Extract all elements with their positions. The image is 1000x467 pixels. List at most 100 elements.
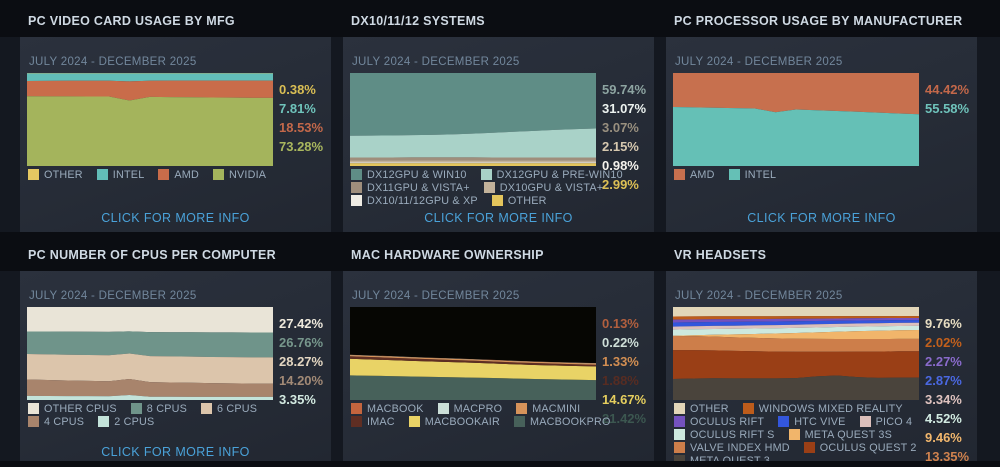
legend-swatch (674, 169, 685, 180)
value-label-column: 0.38% 7.81% 18.53% 73.28% (279, 80, 323, 156)
legend-item-amd: AMD (674, 169, 715, 181)
series-amd (27, 80, 273, 101)
legend-swatch (28, 416, 39, 427)
value-label: 28.27% (279, 354, 324, 369)
legend-label: 6 CPUS (217, 402, 258, 415)
series-imac (350, 356, 596, 367)
legend-item-nvidia: NVIDIA (213, 169, 266, 181)
legend-label: 4 CPUS (44, 415, 85, 428)
panel-title-dx10-11-12-systems: DX10/11/12 SYSTEMS (351, 14, 485, 28)
legend-item-oculus-rift-s: OCULUS RIFT S (674, 429, 775, 441)
legend-label: DX11GPU & VISTA+ (367, 181, 470, 194)
legend-swatch (351, 416, 362, 427)
value-label-column: 27.42% 26.76% 28.27% 14.20% 3.35% (279, 314, 323, 409)
legend-label: OCULUS RIFT S (690, 428, 775, 441)
legend-swatch (483, 182, 495, 193)
series-other (350, 163, 596, 166)
legend-item-dx10gpu-vista: DX10GPU & VISTA+ (483, 182, 604, 194)
legend-label: DX12GPU & WIN10 (367, 168, 467, 181)
legend-swatch (514, 416, 525, 427)
legend-swatch (213, 169, 224, 180)
value-label: 55.58% (925, 101, 970, 116)
series-oculus-quest-2 (673, 350, 919, 379)
value-label: 9.46% (925, 430, 962, 445)
legend-row: OTHER INTEL AMD NVIDIA (28, 168, 329, 181)
chart-area (673, 73, 919, 166)
value-label-column: 9.76% 2.02% 2.27% 2.87% 3.34% 4.52% 9.46% 13.35… (925, 314, 969, 461)
legend-swatch (28, 169, 39, 180)
legend-swatch (728, 169, 740, 180)
value-label: 18.53% (279, 120, 324, 135)
title-band-row-2 (0, 232, 1000, 271)
value-label: 14.20% (279, 373, 324, 388)
legend-item-dx12gpu-win10: DX12GPU & WIN10 (351, 169, 467, 181)
more-info-link[interactable]: CLICK FOR MORE INFO (747, 211, 896, 225)
chart-area (27, 73, 273, 166)
series-windows-mixed-reality (673, 316, 919, 320)
legend-row: MACBOOK MACPRO MACMINI (351, 402, 652, 415)
value-label: 7.81% (279, 101, 316, 116)
legend-item-macmini: MACMINI (516, 403, 580, 415)
more-info-link[interactable]: CLICK FOR MORE INFO (101, 445, 250, 459)
legend-label: META QUEST 3 (690, 454, 770, 462)
more-info-link[interactable]: CLICK FOR MORE INFO (101, 211, 250, 225)
legend-label: INTEL (112, 168, 145, 181)
legend-label: 8 CPUS (146, 402, 187, 415)
panel-title-mac-hardware-ownership: MAC HARDWARE OWNERSHIP (351, 248, 544, 262)
legend-item-oculus-quest-2: OCULUS QUEST 2 (803, 442, 917, 454)
legend-label: HTC VIVE (794, 415, 846, 428)
legend-item-oculus-rift: OCULUS RIFT (674, 416, 764, 428)
panel-title-vr-headsets: VR HEADSETS (674, 248, 767, 262)
legend-item-pico-4: PICO 4 (859, 416, 913, 428)
legend-swatch (480, 169, 492, 180)
legend-swatch (674, 442, 685, 453)
legend-swatch (674, 429, 685, 440)
legend-swatch (201, 403, 212, 414)
legend-item-other-cpus: OTHER CPUS (28, 403, 117, 415)
chart-legend: OTHER CPUS 8 CPUS 6 CPUS 4 CPUS 2 CPUS (28, 402, 329, 428)
legend-row: DX12GPU & WIN10 DX12GPU & PRE-WIN10 (351, 168, 652, 181)
chart-legend: OTHER WINDOWS MIXED REALITY OCULUS RIFT HTC… (674, 402, 975, 461)
legend-item-dx11gpu-vista: DX11GPU & VISTA+ (351, 182, 470, 194)
series-dx12gpu-pre-win10 (350, 128, 596, 158)
legend-item-macbookair: MACBOOKAIR (408, 415, 500, 428)
value-label: 2.87% (925, 373, 962, 388)
panel-title-pc-video-card-usage-by-mfg: PC VIDEO CARD USAGE BY MFG (28, 14, 235, 28)
value-label: 1.33% (602, 354, 639, 369)
title-band-row-1 (0, 0, 1000, 37)
series-valve-index-hmd (673, 336, 919, 352)
chart-legend: DX12GPU & WIN10 DX12GPU & PRE-WIN10 DX11GP… (351, 168, 652, 207)
legend-item-6-cpus: 6 CPUS (201, 403, 257, 415)
legend-item-dx10-11-12gpu-xp: DX10/11/12GPU & XP (351, 195, 478, 207)
legend-label: WINDOWS MIXED REALITY (758, 402, 903, 415)
legend-swatch (674, 403, 685, 414)
legend-label: AMD (174, 168, 199, 181)
series-2-cpus (27, 394, 273, 400)
legend-swatch (28, 403, 39, 414)
legend-swatch (437, 403, 449, 414)
value-label: 2.27% (925, 354, 962, 369)
value-label: 3.07% (602, 120, 639, 135)
legend-item-amd: AMD (158, 169, 199, 181)
legend-label: MACBOOKPRO (530, 415, 611, 428)
panel-mac-hardware-ownership: JULY 2024 - DECEMBER 2025 0.13% 0.22% 1.33%… (343, 271, 654, 461)
legend-item-imac: IMAC (351, 416, 395, 428)
value-label: 1.88% (602, 373, 639, 388)
date-range-label: JULY 2024 - DECEMBER 2025 (352, 56, 520, 68)
legend-item-meta-quest-3: META QUEST 3 (674, 454, 770, 462)
area-chart-pc-number-of-cpus-per-computer (27, 307, 273, 400)
series-macbookpro (350, 375, 596, 400)
chart-area (27, 307, 273, 400)
chart-area (673, 307, 919, 400)
legend-item-windows-mixed-reality: WINDOWS MIXED REALITY (742, 402, 903, 415)
series-4-cpus (27, 378, 273, 397)
legend-swatch (788, 429, 800, 440)
date-range-label: JULY 2024 - DECEMBER 2025 (29, 290, 197, 302)
legend-label: NVIDIA (229, 168, 267, 181)
legend-label: MACMINI (532, 402, 581, 415)
value-label-column: 44.42% 55.58% (925, 80, 969, 118)
legend-label: MACBOOKAIR (424, 415, 500, 428)
legend-item-macbookpro: MACBOOKPRO (514, 416, 611, 428)
series-nvidia (27, 96, 273, 166)
more-info-link[interactable]: CLICK FOR MORE INFO (424, 211, 573, 225)
